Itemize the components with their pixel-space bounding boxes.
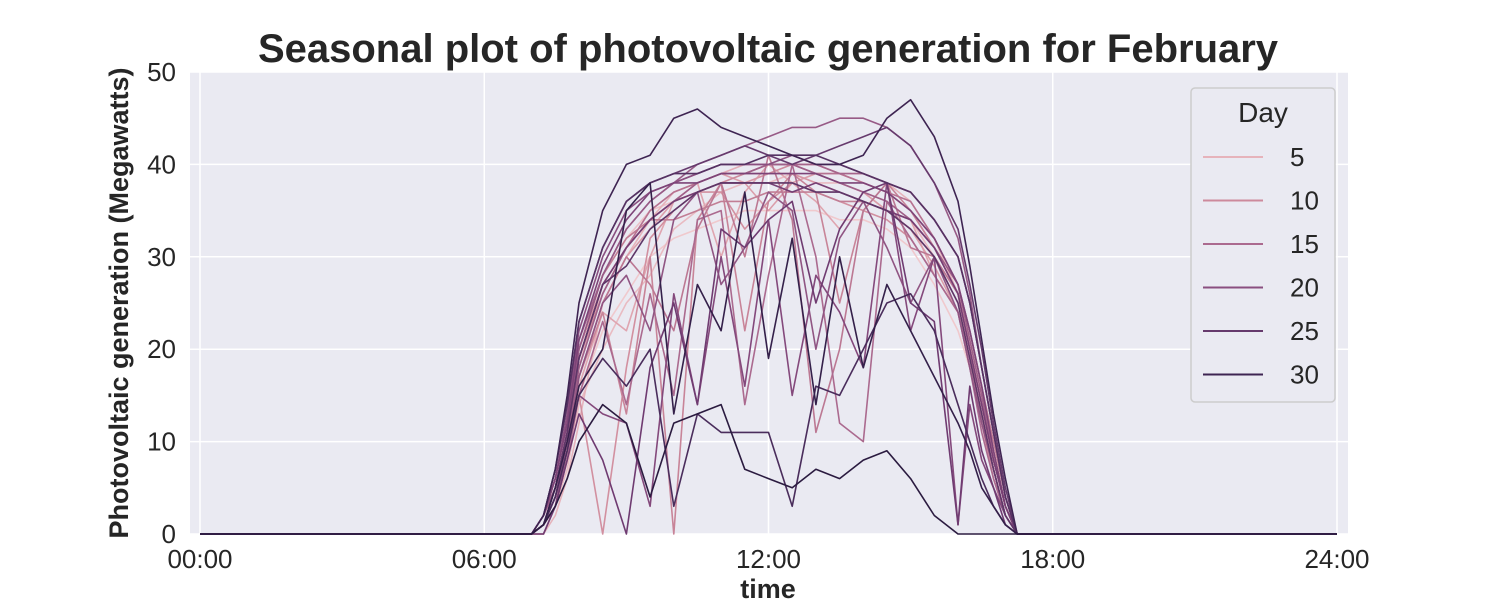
x-tick-label: 12:00 <box>736 544 801 574</box>
x-tick-label: 24:00 <box>1304 544 1369 574</box>
y-tick-labels: 0 10 20 30 40 50 <box>147 57 176 549</box>
series-line-day-31 <box>200 403 1337 535</box>
series-line-day-30 <box>200 182 1337 535</box>
y-tick-label: 50 <box>147 57 176 87</box>
legend-label: 20 <box>1290 273 1319 303</box>
legend: Day 5 10 15 20 25 30 <box>1190 87 1336 403</box>
legend-label: 30 <box>1290 360 1319 390</box>
x-tick-labels: 00:00 06:00 12:00 18:00 24:00 <box>167 544 1369 574</box>
x-axis-label: time <box>740 574 796 600</box>
legend-title: Day <box>1238 97 1288 128</box>
legend-label: 15 <box>1290 229 1319 259</box>
series-line-day-24 <box>200 182 1337 535</box>
y-tick-label: 10 <box>147 427 176 457</box>
y-tick-label: 40 <box>147 149 176 179</box>
y-axis-label: Photovoltaic generation (Megawatts) <box>104 67 134 538</box>
x-tick-label: 18:00 <box>1020 544 1085 574</box>
series-line-day-29 <box>200 98 1337 535</box>
legend-label: 10 <box>1290 186 1319 216</box>
chart-title: Seasonal plot of photovoltaic generation… <box>258 27 1279 71</box>
x-tick-label: 00:00 <box>167 544 232 574</box>
grid-lines <box>190 71 1348 535</box>
legend-entries: 5 10 15 20 25 30 <box>1203 142 1319 390</box>
x-tick-label: 06:00 <box>452 544 517 574</box>
series-line-day-28 <box>200 292 1337 535</box>
legend-label: 25 <box>1290 316 1319 346</box>
legend-label: 5 <box>1290 142 1304 172</box>
series-lines <box>200 98 1337 535</box>
y-tick-label: 20 <box>147 334 176 364</box>
series-line-day-22 <box>200 172 1337 535</box>
y-tick-label: 30 <box>147 242 176 272</box>
y-tick-label: 0 <box>162 519 176 549</box>
